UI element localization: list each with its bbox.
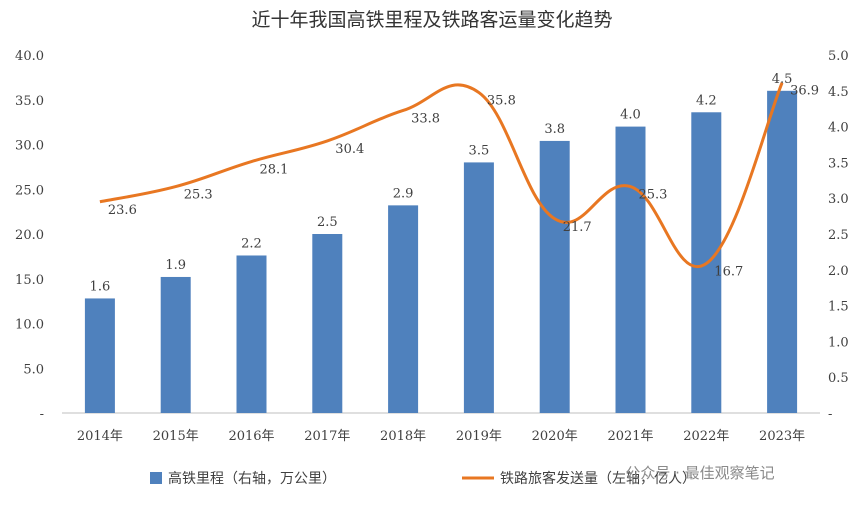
right-tick-label: 0.5 [828, 371, 849, 386]
line-data-label: 30.4 [335, 142, 364, 157]
right-tick-label: 3.5 [828, 156, 849, 171]
bar-data-label: 1.6 [90, 279, 111, 294]
legend: 高铁里程（右轴，万公里） 铁路旅客发送量（左轴，亿人） [150, 470, 696, 487]
line-data-label: 35.8 [487, 94, 516, 109]
bar-data-label: 1.9 [165, 258, 186, 273]
bar-data-label: 4.0 [620, 108, 641, 123]
bar [236, 255, 267, 413]
left-tick-label: 10.0 [15, 318, 44, 333]
x-tick-label: 2023年 [759, 429, 805, 444]
right-tick-label: 4.0 [828, 121, 849, 136]
line-data-label: 25.3 [639, 188, 668, 203]
x-axis-ticks: 2014年 2015年 2016年 2017年 2018年 2019年 2020年 2021年… [77, 429, 805, 444]
right-tick-label: 2.5 [828, 228, 849, 243]
left-tick-label: - [40, 407, 44, 422]
x-tick-label: 2019年 [456, 429, 502, 444]
x-tick-label: 2020年 [532, 429, 578, 444]
bar [84, 298, 115, 413]
left-axis: - 5.0 10.0 15.0 20.0 25.0 30.0 35.0 40.0 [15, 49, 44, 422]
right-tick-label: 1.5 [828, 300, 849, 315]
legend-bar-label: 高铁里程（右轴，万公里） [168, 470, 336, 487]
bar-data-labels: 1.6 1.9 2.2 2.5 2.9 3.5 3.8 4.0 4.2 4.5 [90, 72, 793, 295]
x-tick-label: 2016年 [228, 429, 274, 444]
bar [160, 276, 191, 413]
left-tick-label: 35.0 [15, 94, 44, 109]
bar-data-label: 2.2 [241, 236, 262, 251]
right-tick-label: - [828, 407, 832, 422]
bar [312, 234, 343, 413]
bar-data-label: 4.5 [772, 72, 793, 87]
bar [539, 140, 570, 414]
line-data-label: 28.1 [260, 163, 289, 178]
line-data-label: 21.7 [563, 220, 592, 235]
line-data-label: 25.3 [184, 188, 213, 203]
left-tick-label: 25.0 [15, 183, 44, 198]
left-tick-label: 30.0 [15, 139, 44, 154]
line-data-labels: 23.6 25.3 28.1 30.4 33.8 35.8 21.7 25.3 16.7 36.9 [108, 84, 819, 280]
bar-data-label: 4.2 [696, 93, 717, 108]
bar-data-label: 3.8 [544, 122, 565, 137]
right-tick-label: 2.0 [828, 264, 849, 279]
right-tick-label: 4.5 [828, 85, 849, 100]
bar-data-label: 3.5 [469, 143, 490, 158]
bar-data-label: 2.9 [393, 186, 414, 201]
right-axis: - 0.5 1.0 1.5 2.0 2.5 3.0 3.5 4.0 4.5 5.0 [828, 49, 849, 422]
x-tick-label: 2018年 [380, 429, 426, 444]
watermark-text: 公众号 · 最佳观察笔记 [625, 464, 774, 482]
bar-series [84, 90, 798, 414]
line-data-label: 16.7 [714, 265, 743, 280]
left-tick-label: 20.0 [15, 228, 44, 243]
chart-title: 近十年我国高铁里程及铁路客运量变化趋势 [251, 9, 612, 31]
legend-line-label: 铁路旅客发送量（左轴，亿人） [500, 470, 696, 487]
right-tick-label: 5.0 [828, 49, 849, 64]
x-tick-label: 2015年 [153, 429, 199, 444]
x-tick-label: 2021年 [607, 429, 653, 444]
right-tick-label: 3.0 [828, 192, 849, 207]
x-tick-label: 2014年 [77, 429, 123, 444]
bar-data-label: 2.5 [317, 215, 338, 230]
line-series [99, 82, 784, 268]
x-tick-label: 2022年 [683, 429, 729, 444]
bar [388, 205, 419, 413]
bar [463, 162, 494, 413]
right-tick-label: 1.0 [828, 335, 849, 350]
left-tick-label: 15.0 [15, 273, 44, 288]
left-tick-label: 40.0 [15, 49, 44, 64]
line-data-label: 36.9 [790, 84, 819, 99]
x-tick-label: 2017年 [304, 429, 350, 444]
left-tick-label: 5.0 [23, 362, 44, 377]
line-data-label: 23.6 [108, 203, 137, 218]
legend-bar-swatch [150, 472, 162, 484]
line-data-label: 33.8 [411, 111, 440, 126]
bar [767, 90, 798, 414]
bar [615, 126, 646, 413]
